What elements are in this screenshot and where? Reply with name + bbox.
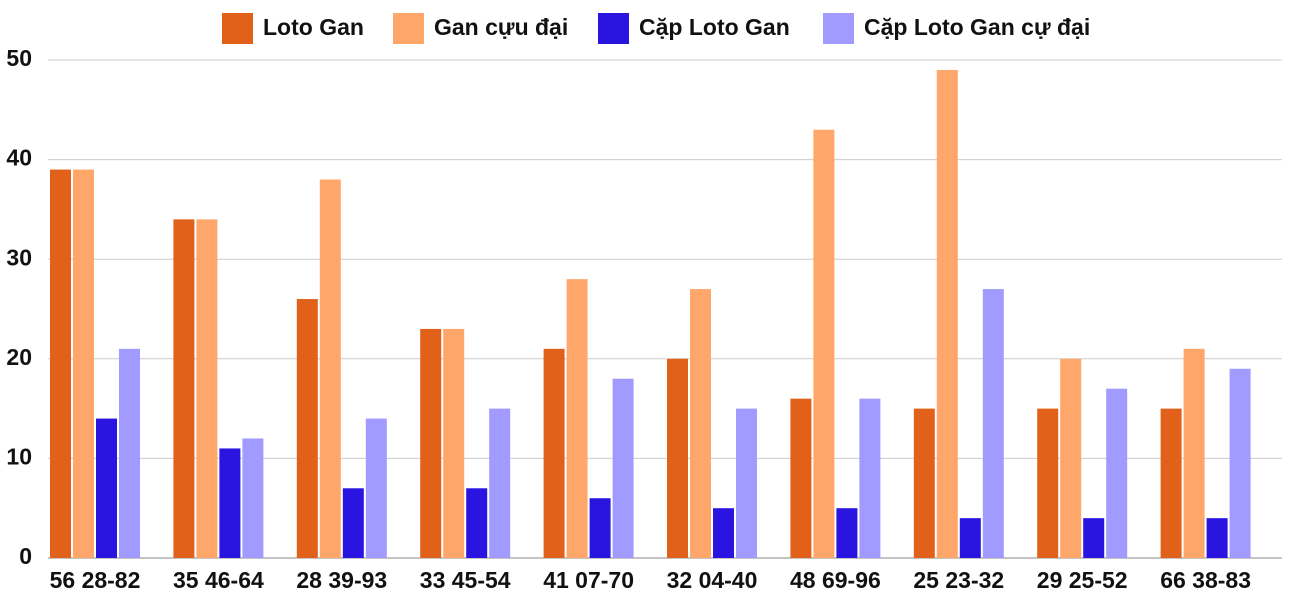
x-tick-label: 29 25-52 — [1037, 567, 1128, 593]
x-tick-label: 48 69-96 — [790, 567, 881, 593]
bar — [1160, 408, 1182, 558]
bar — [1183, 348, 1205, 558]
y-tick-label: 50 — [6, 45, 32, 71]
bar — [813, 129, 835, 558]
bar — [96, 418, 117, 558]
bar — [959, 518, 981, 558]
y-tick-label: 30 — [6, 244, 32, 270]
bar — [936, 69, 958, 559]
legend-swatch — [823, 13, 854, 44]
bar — [566, 279, 588, 558]
bar — [342, 488, 364, 558]
legend-label: Cặp Loto Gan — [639, 14, 790, 40]
y-tick-label: 10 — [6, 443, 32, 469]
bar — [73, 169, 94, 558]
x-tick-label: 33 45-54 — [420, 567, 511, 593]
bar — [982, 289, 1004, 558]
bar — [443, 328, 465, 558]
bar — [173, 219, 195, 559]
bar — [736, 408, 757, 558]
bar — [489, 408, 511, 558]
legend-swatch — [393, 13, 424, 44]
bar — [196, 219, 218, 559]
bar — [1106, 388, 1128, 558]
bar — [690, 289, 711, 558]
legend-label: Loto Gan — [263, 14, 364, 40]
y-tick-label: 0 — [19, 543, 32, 569]
bar — [1229, 368, 1251, 558]
bar — [543, 348, 565, 558]
legend-label: Cặp Loto Gan cự đại — [864, 14, 1090, 40]
bar — [612, 378, 634, 558]
bar — [119, 348, 140, 558]
bar — [219, 448, 241, 558]
bar — [242, 438, 264, 558]
bar — [1037, 408, 1059, 558]
legend-swatch — [598, 13, 629, 44]
bar — [913, 408, 935, 558]
x-tick-label: 41 07-70 — [543, 567, 634, 593]
x-tick-label: 56 28-82 — [50, 567, 141, 593]
y-tick-label: 20 — [6, 344, 32, 370]
x-tick-label: 35 46-64 — [173, 567, 264, 593]
bar — [589, 498, 611, 558]
x-tick-label: 66 38-83 — [1160, 567, 1251, 593]
bar — [466, 488, 488, 558]
x-tick-label: 28 39-93 — [296, 567, 387, 593]
x-tick-label: 32 04-40 — [667, 567, 758, 593]
bar — [420, 328, 442, 558]
bar — [667, 358, 688, 558]
bar — [1083, 518, 1105, 558]
bar — [836, 508, 858, 558]
bar — [50, 169, 71, 558]
y-tick-label: 40 — [6, 145, 32, 171]
bar — [296, 299, 318, 558]
bar — [319, 179, 341, 558]
bar — [859, 398, 881, 558]
legend-label: Gan cựu đại — [434, 14, 568, 40]
bar — [713, 508, 734, 558]
bar — [790, 398, 812, 558]
legend-swatch — [222, 13, 253, 44]
bar — [1060, 358, 1082, 558]
x-tick-label: 25 23-32 — [913, 567, 1004, 593]
bar — [365, 418, 387, 558]
bar — [1206, 518, 1228, 558]
